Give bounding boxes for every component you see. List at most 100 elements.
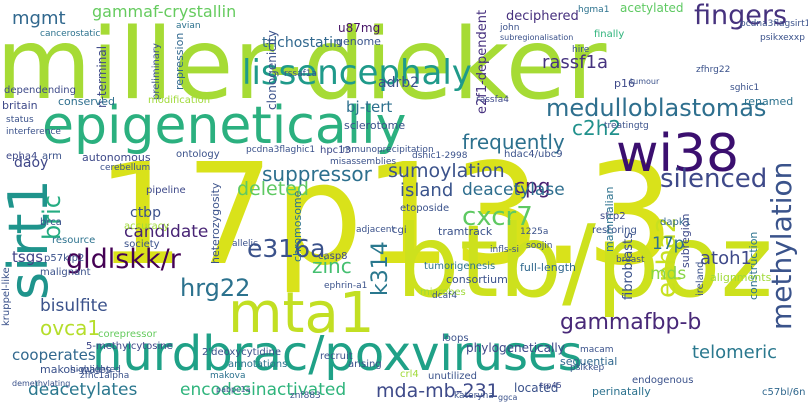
word: ovca1	[40, 316, 101, 340]
word: dshic1-2998	[412, 151, 468, 161]
word: tsgs	[12, 248, 44, 266]
word: sfrp2	[600, 211, 626, 222]
word: microbes	[420, 287, 466, 298]
word: deacetylates	[28, 380, 138, 400]
word: mammalian	[603, 186, 616, 252]
word: psikkep	[570, 363, 605, 373]
word: deciphered	[506, 9, 579, 24]
word: repression	[173, 32, 186, 90]
word: etoposide	[400, 203, 450, 214]
word: renamed	[744, 95, 794, 108]
word: ireland	[695, 261, 706, 296]
word: loops	[442, 333, 469, 344]
word: c57bl/6n	[762, 387, 806, 398]
word: silenced	[660, 164, 768, 194]
word: bj-tert	[346, 98, 393, 116]
word: treatingtg	[604, 121, 649, 131]
word: frequently	[462, 130, 565, 154]
word: e316a	[247, 234, 326, 263]
word: tumorigenesis	[424, 261, 496, 272]
word: ctbp	[130, 205, 161, 221]
word: construction	[747, 231, 760, 300]
word: znf883	[290, 391, 321, 401]
word: sclerotome	[344, 119, 406, 132]
word: 1225a	[520, 227, 549, 237]
word: kateryna	[454, 391, 494, 401]
word: pabpc1a	[216, 385, 251, 394]
word: cxcr7	[462, 202, 533, 232]
word: britain	[2, 99, 38, 112]
word: avian	[176, 21, 201, 31]
word: ephrin-a1	[324, 281, 368, 291]
word: modification	[148, 95, 211, 106]
word: society	[124, 239, 160, 250]
word: epha4	[6, 151, 38, 162]
word: kruppel-like	[1, 267, 12, 326]
word: 17p13.3	[96, 134, 675, 297]
word: fingers	[694, 0, 788, 31]
word: sequential	[560, 355, 618, 368]
word: pipeline	[146, 185, 186, 196]
word: epigenetically	[42, 96, 407, 156]
word: adrb2	[378, 75, 420, 91]
word: btb/poz	[396, 203, 774, 320]
word: atoh1	[700, 248, 752, 269]
word: chromosome	[291, 190, 304, 262]
word: daoy	[14, 155, 49, 171]
word: dependending	[4, 85, 76, 96]
word: infls-si	[490, 245, 519, 255]
word: corepressor	[98, 329, 157, 340]
word: allelic	[232, 239, 259, 249]
word: 5-methylcytosine	[86, 341, 173, 352]
word: trp45	[540, 381, 562, 390]
word: medulloblastomas	[546, 94, 767, 122]
word: mta1	[228, 281, 375, 346]
word: alignments	[710, 271, 772, 284]
word: epha2	[652, 216, 682, 298]
word: lissencephaly	[242, 53, 472, 93]
word: john	[500, 23, 520, 33]
word: methylation	[765, 161, 798, 330]
word: p57kip2	[44, 253, 85, 264]
word: mgmt	[12, 8, 66, 29]
word: sghic1	[730, 83, 760, 93]
word: dapk1	[660, 217, 691, 228]
word: preliminary	[151, 43, 162, 100]
word: u87mg	[338, 21, 381, 35]
word: dcaf4	[432, 291, 458, 301]
word: resource	[52, 235, 96, 246]
word: makova	[210, 371, 246, 381]
word: cpg	[514, 174, 551, 198]
word: 17p	[652, 234, 685, 254]
word: genome	[336, 35, 381, 48]
word: mda-mb-231	[376, 380, 499, 402]
word: crl4	[400, 369, 419, 380]
word: zfhrg22	[696, 65, 731, 75]
word: arising	[348, 359, 382, 370]
word: fibroblasts	[621, 232, 636, 300]
word: rassf1a	[542, 52, 609, 73]
word: zfhc1alpha	[80, 371, 130, 381]
word: p16	[614, 77, 635, 90]
word: tumour	[630, 77, 660, 86]
word: candidate	[124, 222, 209, 242]
word: clonogenicity	[265, 30, 279, 110]
word: arm	[42, 151, 62, 162]
word: brca	[40, 217, 62, 228]
word: malignant	[40, 267, 91, 278]
word: tramtrack	[438, 225, 493, 238]
word: highlighted	[70, 365, 121, 375]
word: endogenous	[632, 375, 694, 386]
word: accuracy	[124, 221, 170, 232]
word: finally	[594, 29, 625, 40]
word: full-length	[520, 261, 576, 274]
word: cerebellum	[100, 163, 151, 173]
word: ggca	[498, 393, 518, 402]
word: restoring	[592, 225, 637, 236]
word: hdac4/ubc9	[504, 149, 563, 160]
word: annotations	[228, 359, 288, 370]
word: conserved	[58, 95, 116, 108]
word: miller-dieker	[0, 8, 607, 122]
word: deacetylase	[462, 180, 565, 200]
